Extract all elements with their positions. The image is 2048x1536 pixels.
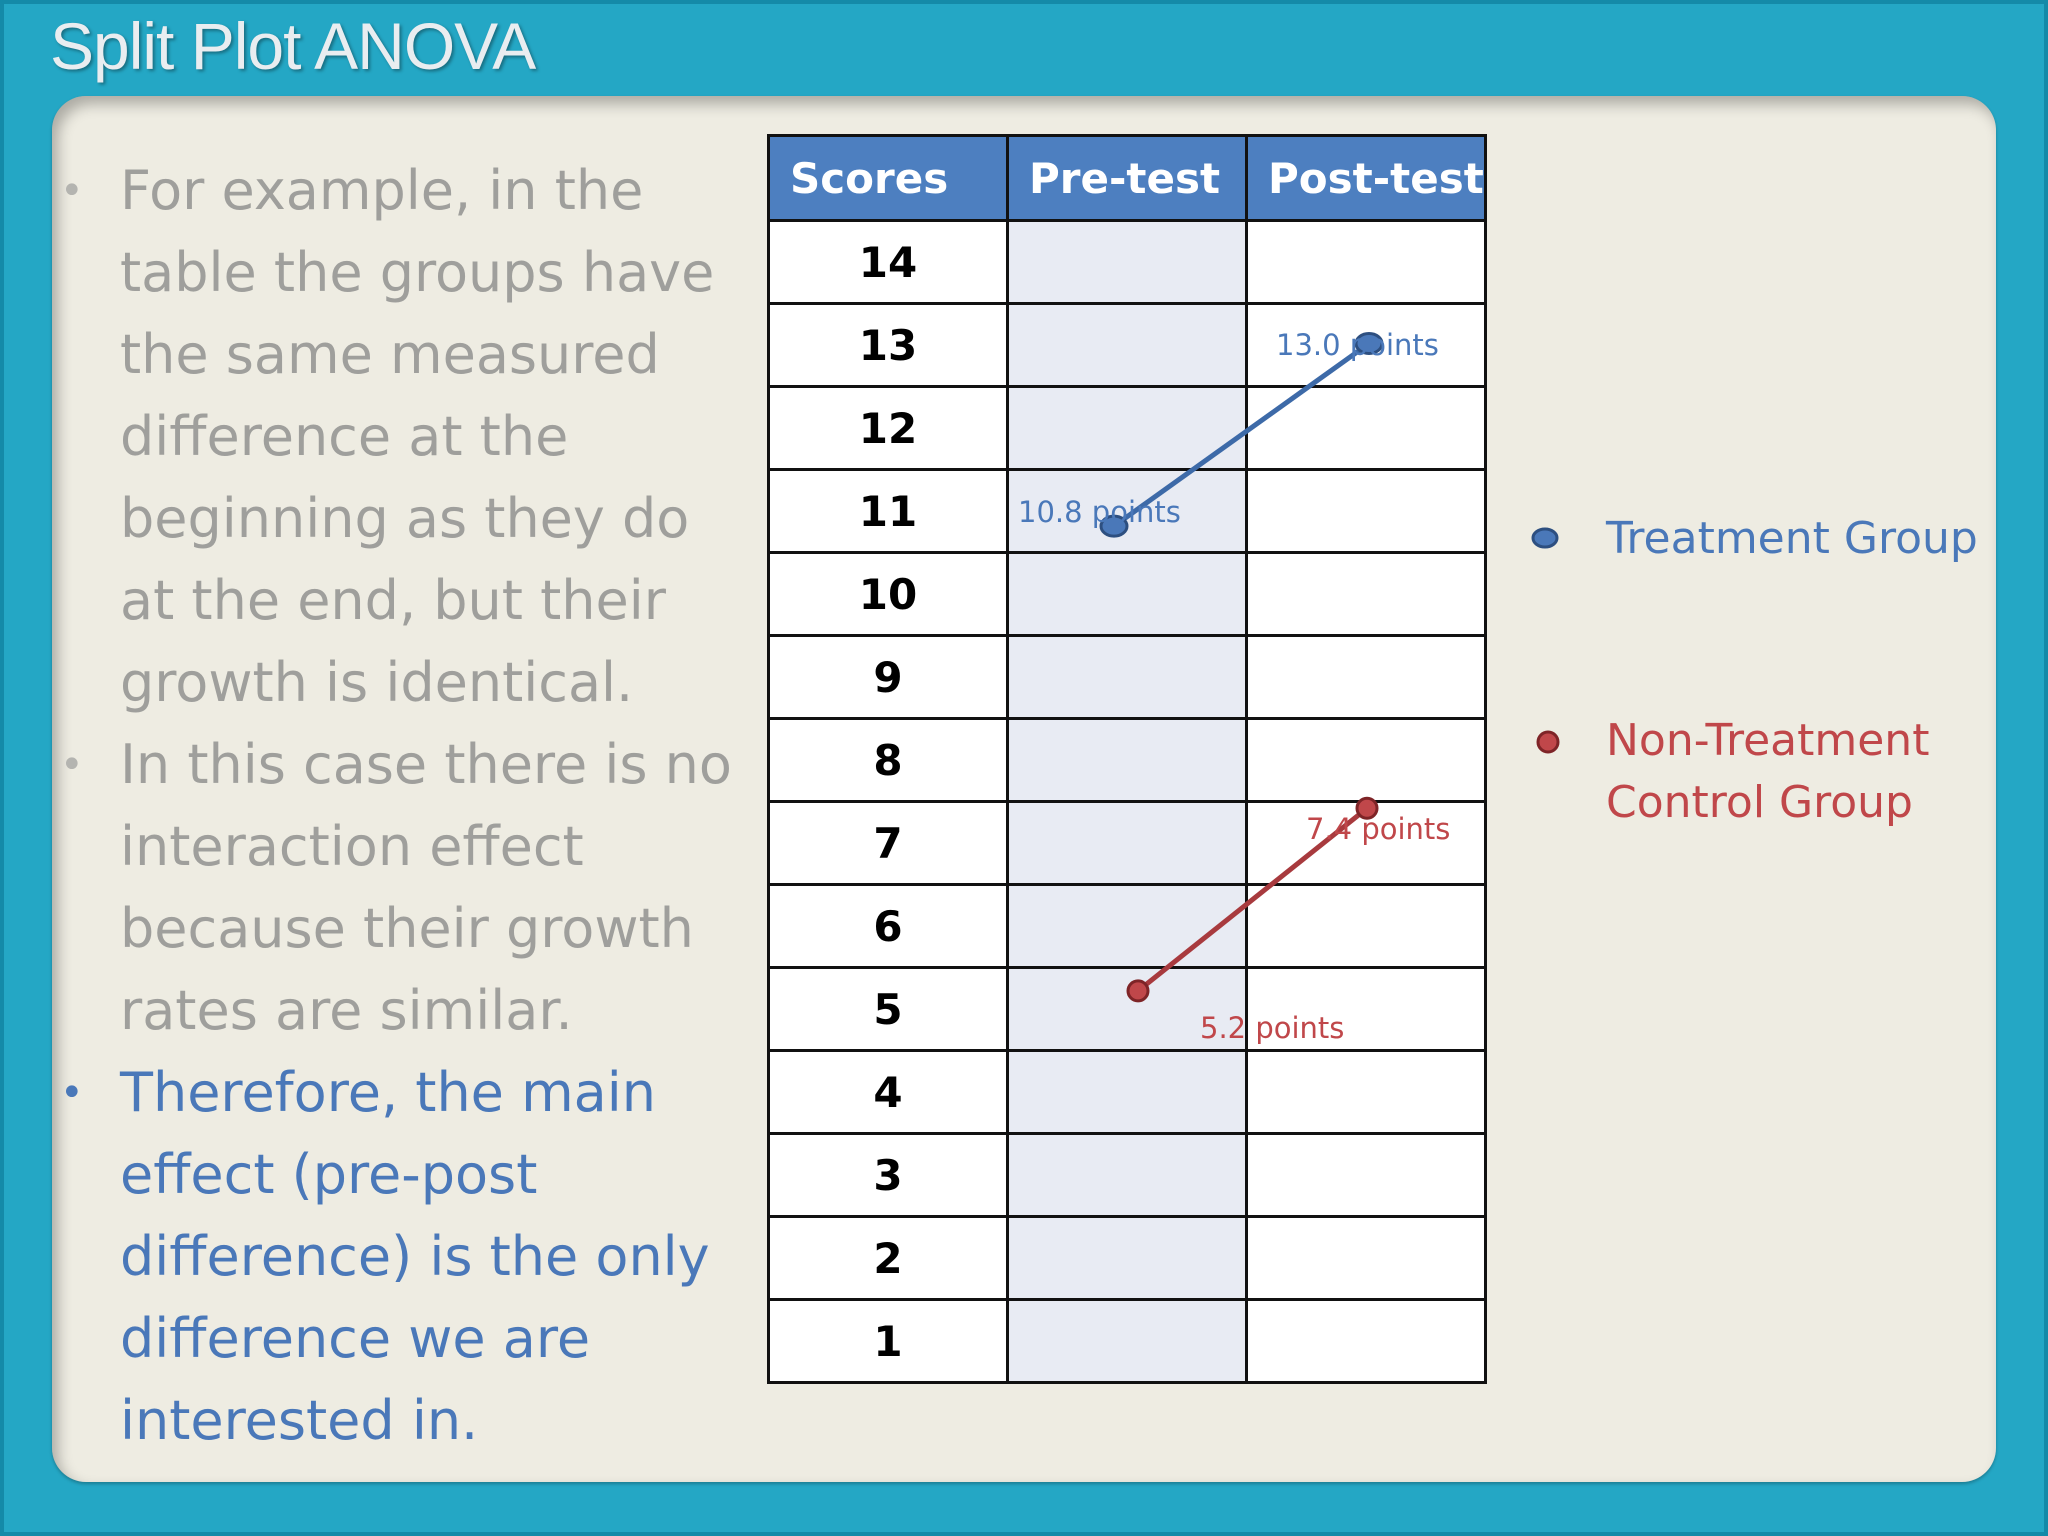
- pre-test-cell: [1006, 966, 1248, 1052]
- score-cell: 11: [767, 468, 1009, 554]
- post-test-cell: [1245, 966, 1487, 1052]
- score-cell: 1: [767, 1298, 1009, 1384]
- control-post-point: [1355, 796, 1379, 820]
- post-test-cell: [1245, 302, 1487, 388]
- table-row: 13: [767, 302, 1487, 388]
- score-cell: 8: [767, 717, 1009, 803]
- table-row: 3: [767, 1132, 1487, 1218]
- score-cell: 10: [767, 551, 1009, 637]
- control-post-label: 7.4 points: [1306, 812, 1450, 846]
- pre-test-cell: [1006, 1215, 1248, 1301]
- control-pre-point: [1126, 979, 1150, 1003]
- treatment-line: [1112, 341, 1371, 529]
- score-cell: 14: [767, 219, 1009, 305]
- control-pre-label: 5.2 points: [1200, 1011, 1344, 1045]
- control-line: [1136, 806, 1369, 993]
- table-row: 5: [767, 966, 1487, 1052]
- post-test-cell: [1245, 468, 1487, 554]
- post-test-cell: [1245, 1215, 1487, 1301]
- score-cell: 6: [767, 883, 1009, 969]
- table-header-row: Scores Pre-test Post-test: [767, 134, 1487, 222]
- pre-test-cell: [1006, 1049, 1248, 1135]
- pre-test-cell: [1006, 800, 1248, 886]
- score-cell: 5: [767, 966, 1009, 1052]
- slide-title: Split Plot ANOVA: [50, 9, 536, 83]
- score-cell: 13: [767, 302, 1009, 388]
- table-row: 7: [767, 800, 1487, 886]
- pre-test-cell: [1006, 1298, 1248, 1384]
- score-cell: 7: [767, 800, 1009, 886]
- post-test-cell: [1245, 1132, 1487, 1218]
- post-test-cell: [1245, 1298, 1487, 1384]
- pre-test-cell: [1006, 551, 1248, 637]
- bullet-item: • In this case there is no interaction e…: [56, 724, 756, 1052]
- table-row: 11: [767, 468, 1487, 554]
- pre-test-cell: [1006, 883, 1248, 969]
- header-scores: Scores: [767, 134, 1009, 222]
- pre-test-cell: [1006, 385, 1248, 471]
- table-row: 8: [767, 717, 1487, 803]
- table-row: 4: [767, 1049, 1487, 1135]
- score-cell: 12: [767, 385, 1009, 471]
- post-test-cell: [1245, 551, 1487, 637]
- bullet-item: • For example, in the table the groups h…: [56, 150, 756, 724]
- treatment-post-point: [1354, 332, 1384, 355]
- table-row: 12: [767, 385, 1487, 471]
- pre-test-cell: [1006, 634, 1248, 720]
- post-test-cell: [1245, 883, 1487, 969]
- control-legend-line2: Control Group: [1606, 777, 1913, 828]
- pre-test-cell: [1006, 468, 1248, 554]
- treatment-post-label: 13.0 points: [1276, 328, 1439, 362]
- header-post-test: Post-test: [1245, 134, 1487, 222]
- header-pre-test: Pre-test: [1006, 134, 1248, 222]
- scores-table: Scores Pre-test Post-test 14 13 12 11 10 9 8 7 6…: [767, 134, 1487, 1384]
- table-row: 10: [767, 551, 1487, 637]
- bullet-dot-icon: •: [60, 168, 84, 214]
- pre-test-cell: [1006, 717, 1248, 803]
- bullet-text: For example, in the table the groups hav…: [120, 159, 715, 714]
- score-cell: 2: [767, 1215, 1009, 1301]
- post-test-cell: [1245, 634, 1487, 720]
- control-legend-line1: Non-Treatment: [1606, 715, 1930, 766]
- post-test-cell: [1245, 385, 1487, 471]
- bullet-dot-icon: •: [60, 742, 84, 788]
- bullet-text: Therefore, the main effect (pre-post dif…: [120, 1061, 710, 1452]
- score-cell: 9: [767, 634, 1009, 720]
- treatment-pre-point: [1099, 514, 1129, 538]
- treatment-legend-icon: [1531, 527, 1559, 549]
- table-row: 9: [767, 634, 1487, 720]
- pre-test-cell: [1006, 219, 1248, 305]
- control-legend-label: Non-Treatment Control Group: [1606, 710, 1929, 834]
- post-test-cell: [1245, 800, 1487, 886]
- post-test-cell: [1245, 717, 1487, 803]
- post-test-cell: [1245, 219, 1487, 305]
- bullet-text: In this case there is no interaction eff…: [120, 733, 732, 1042]
- table-row: 1: [767, 1298, 1487, 1384]
- post-test-cell: [1245, 1049, 1487, 1135]
- pre-test-cell: [1006, 1132, 1248, 1218]
- pre-test-cell: [1006, 302, 1248, 388]
- treatment-pre-label: 10.8 points: [1018, 495, 1181, 529]
- treatment-legend-label: Treatment Group: [1606, 513, 1978, 564]
- control-legend-icon: [1536, 730, 1560, 754]
- table-row: 6: [767, 883, 1487, 969]
- bullet-item: • Therefore, the main effect (pre-post d…: [56, 1052, 756, 1462]
- score-cell: 4: [767, 1049, 1009, 1135]
- table-row: 2: [767, 1215, 1487, 1301]
- bullet-dot-icon: •: [60, 1070, 84, 1116]
- score-cell: 3: [767, 1132, 1009, 1218]
- bullet-list: • For example, in the table the groups h…: [56, 150, 756, 1462]
- table-row: 14: [767, 219, 1487, 305]
